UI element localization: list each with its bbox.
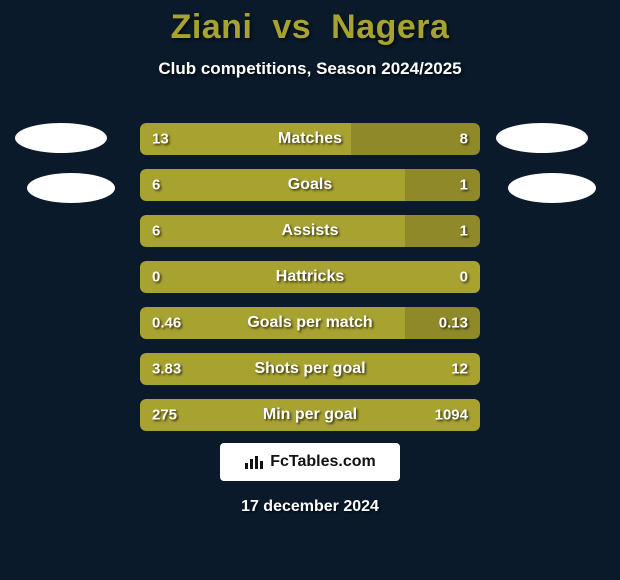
left-team-badge	[27, 173, 115, 203]
comparison-subtitle: Club competitions, Season 2024/2025	[0, 59, 620, 79]
stat-value-right: 8	[460, 131, 468, 148]
stat-row: 6 1 Assists	[140, 215, 480, 247]
stat-row: 6 1 Goals	[140, 169, 480, 201]
stat-fill-left	[140, 169, 405, 201]
stat-row: 13 8 Matches	[140, 123, 480, 155]
stat-value-left: 0	[152, 269, 160, 286]
left-team-badge	[15, 123, 107, 153]
stat-value-right: 12	[451, 361, 468, 378]
stat-label: Goals	[288, 176, 332, 194]
stat-label: Matches	[278, 130, 342, 148]
stat-value-left: 13	[152, 131, 169, 148]
stat-label: Hattricks	[276, 268, 344, 286]
stat-value-left: 6	[152, 177, 160, 194]
stat-row: 0.46 0.13 Goals per match	[140, 307, 480, 339]
stat-value-right: 0.13	[439, 315, 468, 332]
stat-value-left: 3.83	[152, 361, 181, 378]
stat-label: Min per goal	[263, 406, 357, 424]
bar-chart-icon	[244, 454, 264, 470]
player2-name: Nagera	[331, 8, 449, 46]
vs-separator: vs	[272, 8, 311, 46]
brand-badge: FcTables.com	[220, 443, 400, 481]
player1-name: Ziani	[171, 8, 253, 46]
comparison-title: Ziani vs Nagera	[0, 0, 620, 47]
stat-label: Goals per match	[247, 314, 372, 332]
stat-value-left: 0.46	[152, 315, 181, 332]
stat-fill-right	[405, 169, 480, 201]
stat-value-right: 0	[460, 269, 468, 286]
stat-value-right: 1	[460, 223, 468, 240]
stat-value-right: 1094	[435, 407, 468, 424]
stat-value-right: 1	[460, 177, 468, 194]
stat-row: 3.83 12 Shots per goal	[140, 353, 480, 385]
right-team-badge	[508, 173, 596, 203]
stat-row: 275 1094 Min per goal	[140, 399, 480, 431]
stat-label: Shots per goal	[254, 360, 365, 378]
stat-row: 0 0 Hattricks	[140, 261, 480, 293]
stat-fill-right	[405, 215, 480, 247]
stat-value-left: 6	[152, 223, 160, 240]
brand-text: FcTables.com	[270, 453, 376, 471]
comparison-date: 17 december 2024	[241, 498, 379, 516]
stat-label: Assists	[282, 222, 339, 240]
comparison-bars: 13 8 Matches 6 1 Goals 6 1 Assists 0 0 Hattricks 0.4…	[140, 123, 480, 445]
stat-value-left: 275	[152, 407, 177, 424]
right-team-badge	[496, 123, 588, 153]
stat-fill-left	[140, 215, 405, 247]
